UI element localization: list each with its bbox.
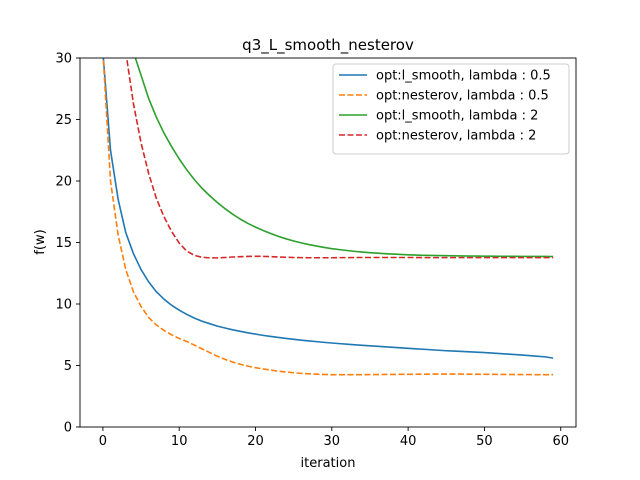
x-tick-label: 40 (400, 434, 417, 449)
chart-title: q3_L_smooth_nesterov (242, 36, 414, 55)
series-line-2 (102, 58, 554, 376)
y-axis-label: f(w) (33, 229, 48, 254)
y-tick-label: 30 (55, 52, 72, 67)
legend: opt:l_smooth, lambda : 0.5 opt:nesterov, … (332, 63, 570, 155)
y-tick-label: 15 (55, 236, 72, 251)
x-tick-label: 0 (99, 434, 107, 449)
x-tick-label: 20 (247, 434, 264, 449)
series-line-4 (125, 58, 554, 259)
series-line-3 (134, 58, 554, 258)
x-axis-label: iteration (301, 456, 356, 471)
y-tick-label: 5 (64, 359, 72, 374)
y-tick-label: 10 (55, 298, 72, 313)
x-tick-label: 10 (171, 434, 188, 449)
x-tick-label: 30 (324, 434, 341, 449)
legend-label-3: opt:l_smooth, lambda : 2 (376, 109, 538, 124)
legend-box (332, 63, 570, 155)
series-line-1 (102, 58, 554, 359)
axes-layer: 0 10 20 30 40 50 60 0 5 10 15 20 25 30 (55, 52, 577, 449)
legend-label-1: opt:l_smooth, lambda : 0.5 (376, 69, 551, 84)
legend-label-2: opt:nesterov, lambda : 0.5 (376, 89, 549, 104)
x-tick-label: 60 (552, 434, 569, 449)
y-tick-label: 0 (64, 421, 72, 436)
y-tick-label: 25 (55, 113, 72, 128)
series-layer (102, 58, 554, 376)
x-tick-label: 50 (476, 434, 493, 449)
legend-label-4: opt:nesterov, lambda : 2 (376, 129, 536, 144)
y-tick-label: 20 (55, 175, 72, 190)
